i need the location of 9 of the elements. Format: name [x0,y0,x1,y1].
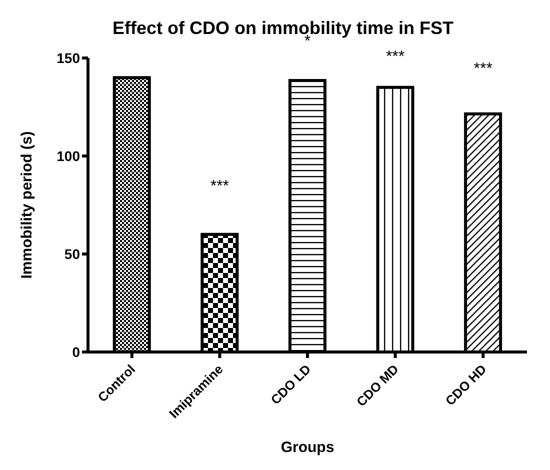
y-tick-label: 100 [56,148,80,164]
x-axis-title: Groups [280,439,334,456]
y-axis-title: Immobility period (s) [18,131,36,279]
annotation: *** [474,60,492,78]
annotation: *** [210,178,230,196]
y-tick-label: 150 [56,50,80,66]
y-tick-label: 0 [72,344,80,360]
y-tick-label: 50 [64,246,80,262]
annotation: *** [386,48,405,66]
